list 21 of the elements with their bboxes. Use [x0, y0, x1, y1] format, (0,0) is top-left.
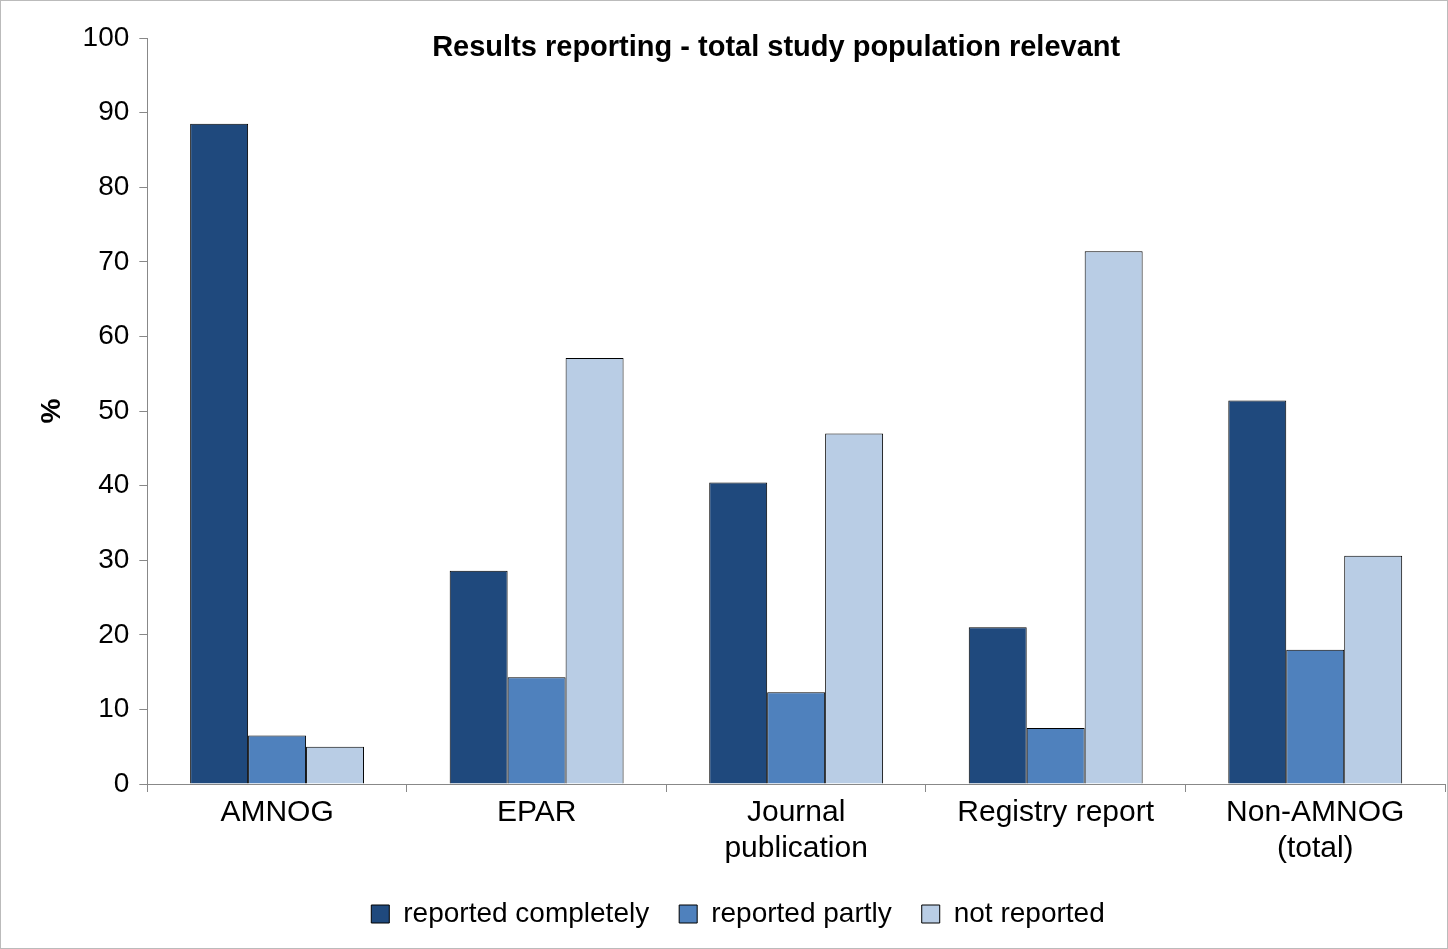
y-tick-label: 70: [98, 244, 130, 276]
x-tick-label: Journal publication: [724, 794, 868, 864]
legend-label: reported completely: [403, 896, 650, 928]
legend-label: not reported: [953, 896, 1105, 928]
x-tick-label: EPAR: [496, 794, 577, 828]
x-tick-label: Non-AMNOG (total): [1226, 794, 1405, 864]
y-tick-label: 10: [98, 692, 130, 724]
y-tick-label: 50: [98, 393, 130, 425]
y-tick-label: 80: [98, 169, 130, 201]
legend-label: reported partly: [711, 896, 892, 928]
y-tick-label: 0: [113, 766, 130, 798]
y-tick-label: 100: [82, 20, 130, 52]
y-axis-title: %: [34, 398, 66, 424]
x-tick-label: Registry report: [957, 794, 1155, 828]
y-tick-label: 30: [98, 542, 130, 574]
x-tick-label: AMNOG: [220, 794, 334, 828]
chart-title: Results reporting - total study population relevant: [432, 30, 1121, 62]
y-tick-label: 40: [98, 468, 130, 500]
y-tick-label: 20: [98, 617, 130, 649]
y-tick-label: 90: [98, 95, 130, 127]
y-tick-label: 60: [98, 319, 130, 351]
